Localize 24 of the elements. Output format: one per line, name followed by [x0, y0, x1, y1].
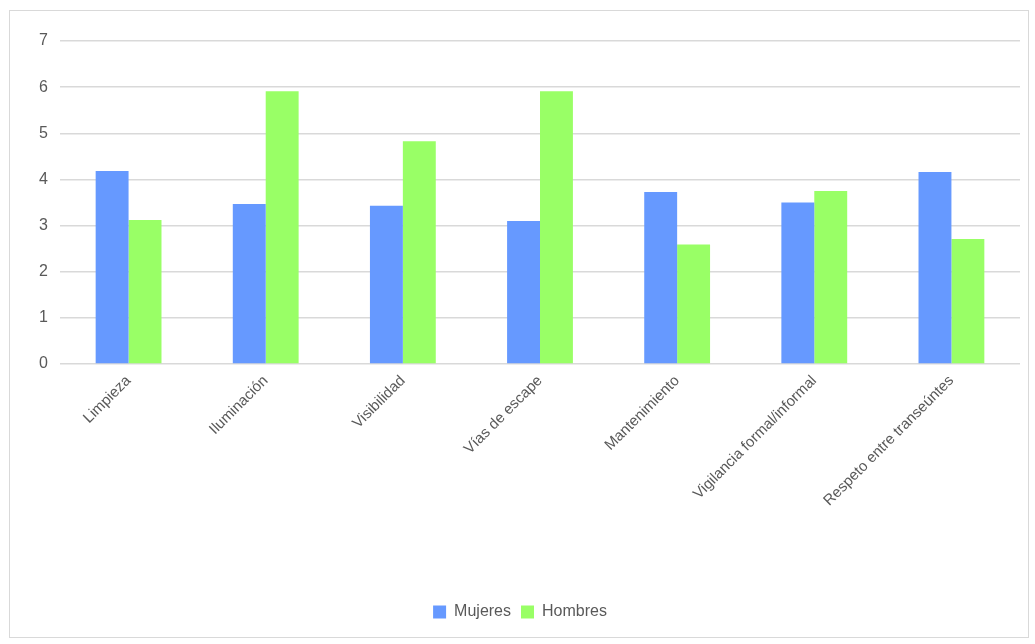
bar: [265, 91, 299, 364]
legend-label: Hombres: [542, 602, 607, 620]
y-tick-label: 4: [39, 169, 49, 187]
bar: [814, 190, 848, 364]
bar: [369, 205, 403, 364]
bar: [128, 220, 162, 364]
bar: [781, 202, 815, 364]
y-tick-label: 6: [39, 77, 49, 95]
y-tick-label: 7: [39, 31, 49, 49]
y-tick-label: 5: [39, 123, 49, 141]
bar: [677, 244, 711, 364]
legend-label: Mujeres: [454, 602, 511, 620]
y-tick-label: 2: [39, 262, 49, 280]
bar: [644, 191, 678, 364]
y-tick-label: 1: [39, 308, 49, 326]
bar: [540, 91, 573, 364]
bar: [507, 220, 540, 364]
y-tick-label: 0: [39, 354, 49, 372]
bar: [95, 171, 129, 364]
bar: [918, 172, 952, 364]
bar: [232, 203, 266, 364]
y-tick-label: 3: [39, 215, 49, 233]
bar: [951, 238, 985, 364]
bar: [402, 141, 436, 364]
